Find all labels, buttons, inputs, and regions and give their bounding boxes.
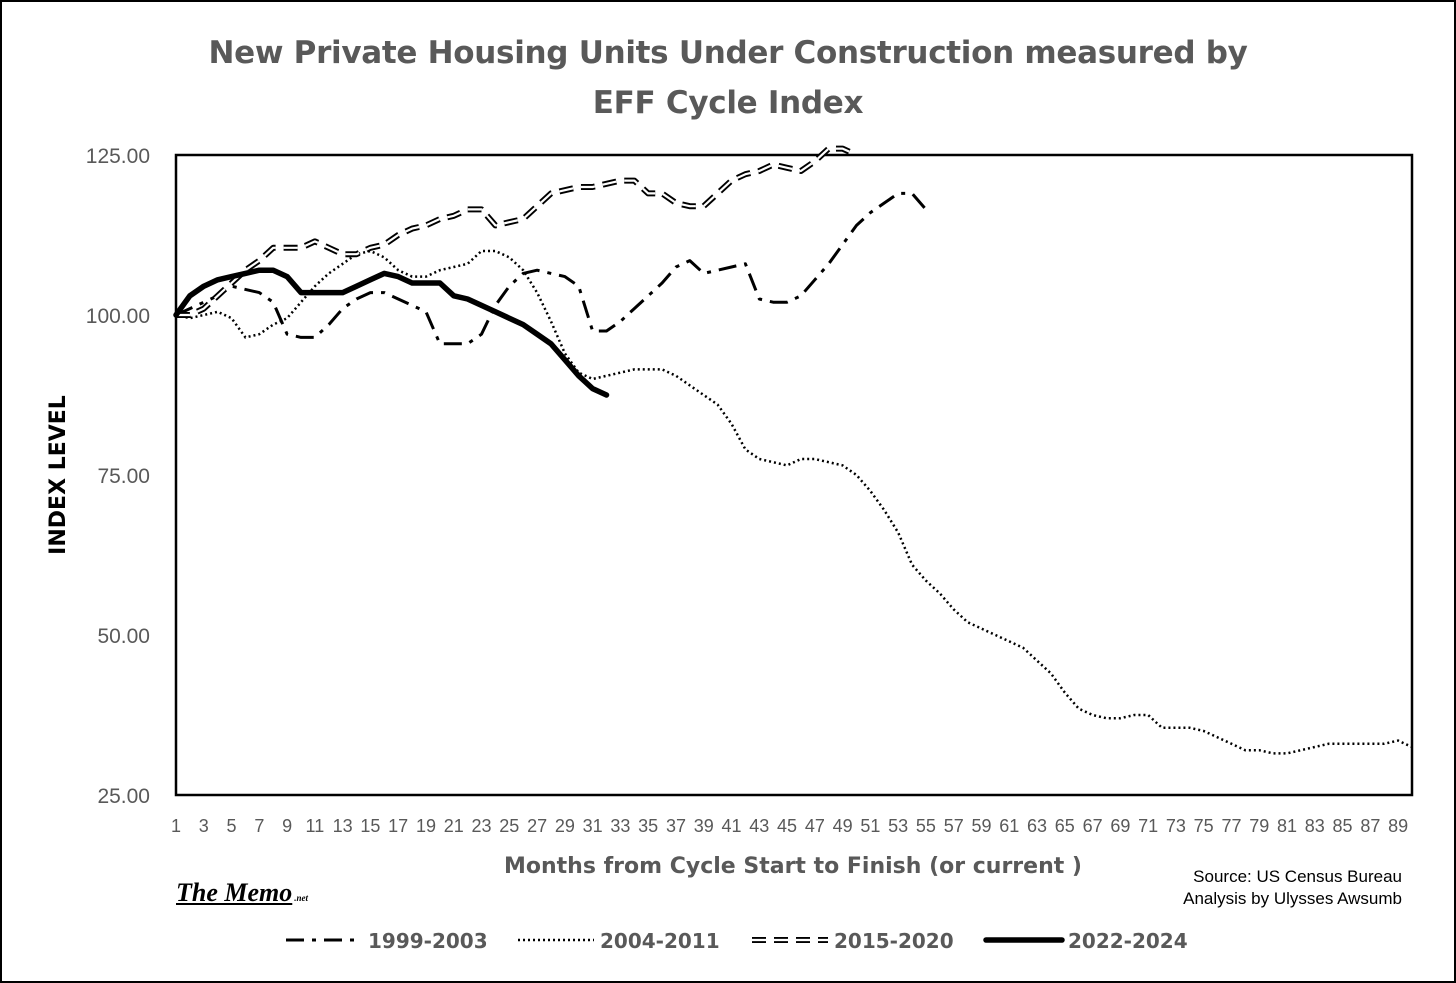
series-lines [173, 145, 1413, 755]
x-tick-label: 47 [805, 816, 825, 836]
y-tick-label: 25.00 [97, 785, 150, 808]
x-tick-label: 65 [1055, 816, 1075, 836]
x-tick-label: 67 [1083, 816, 1103, 836]
x-tick-label: 39 [694, 816, 714, 836]
x-tick-label: 27 [527, 816, 547, 836]
y-axis-label: INDEX LEVEL [46, 395, 71, 555]
x-tick-label: 37 [666, 816, 686, 836]
x-tick-label: 49 [833, 816, 853, 836]
chart-title: New Private Housing Units Under Construc… [208, 35, 1248, 121]
x-tick-label: 73 [1166, 816, 1186, 836]
legend-label: 1999-2003 [368, 929, 488, 953]
memo-logo-suffix: .net [294, 893, 309, 903]
memo-logo: The Memo .net [176, 878, 308, 908]
x-tick-label: 87 [1360, 816, 1380, 836]
x-tick-label: 89 [1388, 816, 1408, 836]
x-tick-label: 15 [360, 816, 380, 836]
x-tick-label: 31 [583, 816, 603, 836]
x-tick-label: 79 [1249, 816, 1269, 836]
x-tick-label: 7 [254, 816, 264, 836]
x-tick-label: 9 [282, 816, 292, 836]
series-line-1999-2003 [175, 191, 928, 346]
y-tick-label: 125.00 [86, 145, 150, 168]
x-tick-label: 29 [555, 816, 575, 836]
x-tick-label: 77 [1221, 816, 1241, 836]
x-tick-label: 21 [444, 816, 464, 836]
x-tick-label: 45 [777, 816, 797, 836]
x-tick-label: 81 [1277, 816, 1297, 836]
x-tick-label: 17 [388, 816, 408, 836]
x-tick-label: 75 [1194, 816, 1214, 836]
x-tick-label: 5 [227, 816, 237, 836]
source-note: Source: US Census Bureau Analysis by Uly… [1100, 866, 1402, 910]
legend: 1999-2003 2004-2011 2015-2020 2022-2024 [286, 929, 1188, 953]
y-tick-label: 50.00 [97, 625, 150, 648]
legend-label: 2004-2011 [600, 929, 720, 953]
x-tick-label: 71 [1138, 816, 1158, 836]
legend-label: 2015-2020 [834, 929, 954, 953]
x-tick-label: 57 [944, 816, 964, 836]
x-tick-label: 63 [1027, 816, 1047, 836]
x-tick-label: 33 [610, 816, 630, 836]
x-tick-label: 53 [888, 816, 908, 836]
x-tick-label: 19 [416, 816, 436, 836]
y-tick-label: 75.00 [97, 465, 150, 488]
x-tick-label: 61 [999, 816, 1019, 836]
x-tick-label: 35 [638, 816, 658, 836]
source-line: Source: US Census Bureau [1193, 867, 1402, 886]
plot-area [174, 153, 1414, 797]
analysis-line: Analysis by Ulysses Awsumb [1183, 889, 1402, 908]
series-line-2004-2011 [175, 249, 1413, 755]
x-tick-label: 59 [971, 816, 991, 836]
x-tick-label: 69 [1110, 816, 1130, 836]
x-tick-label: 25 [499, 816, 519, 836]
series-line-2015-2020-inner [176, 147, 857, 317]
x-tick-label: 3 [199, 816, 209, 836]
x-tick-label: 83 [1305, 816, 1325, 836]
plot-border [174, 153, 1414, 797]
series-line-2022-2024 [173, 267, 610, 398]
x-tick-label: 85 [1333, 816, 1353, 836]
memo-logo-text: The Memo [176, 878, 293, 907]
x-tick-label: 1 [171, 816, 181, 836]
y-tick-label: 100.00 [86, 305, 150, 328]
x-tick-label: 11 [306, 816, 325, 836]
x-axis-label: Months from Cycle Start to Finish (or cu… [504, 854, 1082, 879]
x-tick-label: 43 [749, 816, 769, 836]
x-tick-label: 41 [721, 816, 741, 836]
x-tick-label: 51 [860, 816, 880, 836]
x-tick-label: 55 [916, 816, 936, 836]
legend-label: 2022-2024 [1068, 929, 1188, 953]
x-tick-label: 23 [472, 816, 492, 836]
x-tick-label: 13 [333, 816, 353, 836]
